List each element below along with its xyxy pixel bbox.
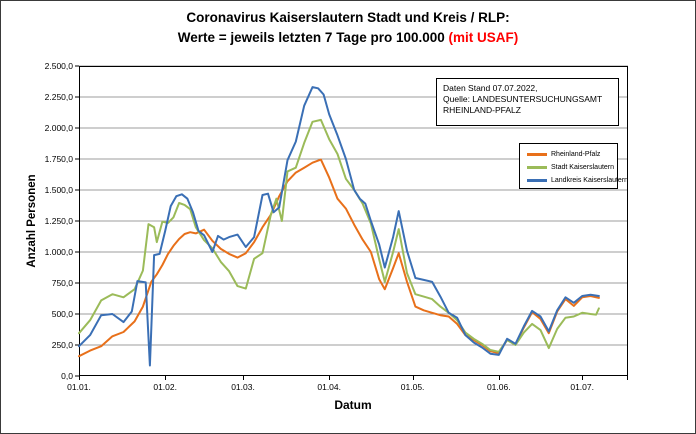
legend-item: Landkreis Kaiserslautern	[527, 174, 628, 187]
legend: Rheinland-Pfalz Stadt Kaiserslautern Landk…	[519, 143, 628, 189]
chart-title-red-segment: (mit USAF)	[448, 30, 519, 45]
plot-border	[79, 66, 628, 376]
legend-item: Rheinland-Pfalz	[527, 148, 617, 161]
legend-line-swatch	[527, 179, 547, 182]
chart-title: Coronavirus Kaiserslautern Stadt und Kre…	[1, 8, 695, 48]
x-tick-label: 01.03.	[231, 382, 255, 392]
plot-area	[75, 65, 628, 380]
y-tick-label: 1.250,0	[44, 215, 73, 226]
plot-svg	[75, 65, 628, 380]
y-tick-label: 2.250,0	[44, 91, 73, 102]
x-tick-label: 01.01.	[67, 382, 91, 392]
series-line-rheinland-pfalz	[78, 158, 600, 358]
annotation-box: Daten Stand 07.07.2022, Quelle: LANDESUN…	[436, 78, 619, 126]
x-tick-label: 01.02.	[153, 382, 177, 392]
y-tick-label: 0,0	[61, 370, 73, 381]
y-tick-label: 1.500,0	[44, 184, 73, 195]
series-line-stadt-kaiserslautern	[78, 118, 600, 353]
series-line-landkreis-kaiserslautern	[78, 86, 600, 367]
x-tick-label: 01.05.	[400, 382, 425, 392]
chart-title-line2-main: Werte = jeweils letzten 7 Tage pro 100.0…	[177, 30, 449, 45]
y-tick-label: 2.000,0	[44, 122, 73, 133]
x-tick-label: 01.04.	[317, 382, 342, 392]
y-tick-label: 500,0	[51, 308, 73, 319]
legend-line-swatch	[527, 166, 547, 169]
y-tick-label: 250,0	[51, 339, 73, 350]
annotation-line-1: Daten Stand 07.07.2022,	[443, 83, 538, 93]
x-tick-label: 01.06.	[486, 382, 511, 392]
y-tick-label: 750,0	[51, 277, 73, 288]
x-axis-title: Datum	[334, 398, 372, 412]
y-tick-label: 1.000,0	[44, 246, 73, 257]
annotation-line-3: RHEINLAND-PFALZ	[443, 105, 521, 116]
y-tick-label: 1.750,0	[44, 153, 73, 164]
chart-title-line1: Coronavirus Kaiserslautern Stadt und Kre…	[186, 10, 510, 25]
x-tick-label: 01.07.	[570, 382, 594, 392]
legend-label: Landkreis Kaiserslautern	[551, 177, 629, 184]
legend-label: Stadt Kaiserslautern	[551, 164, 615, 171]
legend-label: Rheinland-Pfalz	[551, 151, 601, 158]
chart-title-line2: Werte = jeweils letzten 7 Tage pro 100.0…	[1, 28, 695, 48]
annotation-line-2: Quelle: LANDESUNTERSUCHUNGSAMT	[443, 94, 603, 105]
legend-item: Stadt Kaiserslautern	[527, 161, 617, 174]
legend-line-swatch	[527, 153, 547, 156]
y-tick-label: 2.500,0	[44, 60, 73, 71]
